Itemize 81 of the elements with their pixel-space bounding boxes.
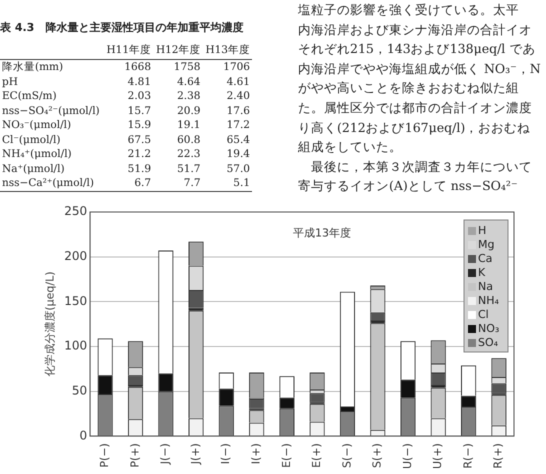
x-tick-label: I(−) (219, 443, 232, 464)
x-tick-label: R(+) (492, 443, 505, 469)
text: 4.61 (226, 74, 251, 89)
text: 57.0 (226, 162, 251, 176)
y-tick-label: 50 (72, 383, 88, 398)
y-tick-label: 150 (64, 294, 88, 308)
legend-label: SO₄ (478, 336, 499, 349)
text: り高く(212および167μeq/l)，おおむね (298, 118, 532, 137)
annotation: 平成13年度 (293, 226, 352, 240)
text: がやや高いことを除きおおむね似た組 (298, 79, 520, 98)
x-tick-label: P(−) (98, 443, 112, 468)
text: 2.38 (176, 89, 202, 104)
text: 17.6 (226, 104, 251, 118)
text: 塩粒子の影響を強く受けている。太平 (298, 1, 520, 19)
text: 19.4 (226, 147, 251, 162)
text: 内海沿岸でやや海塩組成が低く NO₃⁻，N (298, 60, 542, 78)
text: 60.8 (176, 132, 202, 147)
text: 21.2 (126, 147, 152, 162)
text: pH (1, 74, 19, 89)
text: 降水量(mm) (1, 60, 64, 74)
text: 15.7 (126, 104, 152, 118)
text: 組成をしていた。 (298, 138, 403, 156)
x-tick-label: S(+) (370, 443, 384, 468)
text: 5.1 (202, 176, 252, 191)
x-tick-label: P(+) (128, 443, 142, 468)
x-tick-label: J(+) (188, 443, 202, 466)
text: た。属性区分では都市の合計イオン濃度 (298, 98, 533, 117)
text: 17.2 (226, 118, 251, 132)
text: 20.9 (176, 104, 202, 118)
text: H11年度 (104, 41, 154, 60)
text: 4.81 (126, 74, 152, 89)
text: 4.64 (176, 74, 202, 89)
text: 65.4 (226, 132, 251, 147)
text: EC(mS/m) (1, 89, 58, 104)
text: 2.40 (226, 89, 251, 104)
legend-label: NO₃ (478, 322, 500, 335)
text: 1668 (123, 60, 152, 74)
x-tick-label: R(−) (461, 443, 474, 469)
text: NH₄⁺(μmol/l) (1, 147, 73, 162)
legend-label: H (478, 224, 486, 237)
x-tick-label: E(+) (310, 443, 324, 468)
x-tick-label: U(−) (400, 443, 414, 470)
y-axis-title: 化学成分濃度(μeq/L) (43, 271, 56, 377)
legend-label: K (478, 266, 486, 279)
text: 22.3 (176, 147, 202, 162)
x-tick-label: U(+) (431, 443, 444, 470)
text: 19.1 (176, 118, 202, 132)
y-tick-label: 100 (64, 338, 88, 353)
text: 6.7 (104, 176, 154, 191)
text: 最後に，本第３次調査３カ年について (310, 158, 533, 176)
text: Cl⁻(μmol/l) (1, 132, 62, 147)
legend-label: Ca (478, 252, 492, 265)
text: それぞれ215，143および138μeq/l であ (298, 40, 536, 58)
text: H12年度 (153, 41, 202, 60)
text: 内海沿岸および東シナ海沿岸の合計イオ (298, 20, 533, 39)
y-tick-label: 0 (79, 428, 88, 442)
text: NO₃⁻(μmol/l) (1, 118, 72, 132)
x-tick-label: J(−) (158, 443, 172, 466)
text: nss−SO₄²⁻(μmol/l) (1, 104, 101, 118)
text: 7.7 (153, 176, 202, 191)
text: nss−Ca²⁺(μmol/l) (0, 176, 104, 191)
text: 1758 (172, 60, 202, 74)
text: 51.9 (126, 162, 152, 176)
text: 寄与するイオン(A)として nss−SO₄²⁻ (298, 177, 519, 196)
legend-label: Mg (478, 238, 494, 251)
text: Na⁺(μmol/l) (1, 162, 66, 176)
text: 2.03 (126, 89, 152, 104)
legend-label: Na (478, 280, 493, 293)
text: H13年度 (202, 41, 252, 60)
legend-label: Cl (478, 308, 489, 321)
y-tick-label: 200 (64, 248, 88, 263)
text: 15.9 (126, 118, 152, 132)
x-tick-label: I(+) (249, 443, 262, 464)
text: 67.5 (126, 132, 152, 147)
text: 1706 (222, 60, 251, 74)
text: 表 4.3 降水量と主要湿性項目の年加重平均濃度 (0, 20, 244, 35)
y-tick-label: 250 (64, 204, 88, 218)
x-tick-label: S(−) (340, 443, 354, 468)
x-tick-label: E(−) (280, 443, 293, 468)
text: 51.7 (176, 162, 202, 176)
legend-label: NH₄ (478, 294, 500, 307)
